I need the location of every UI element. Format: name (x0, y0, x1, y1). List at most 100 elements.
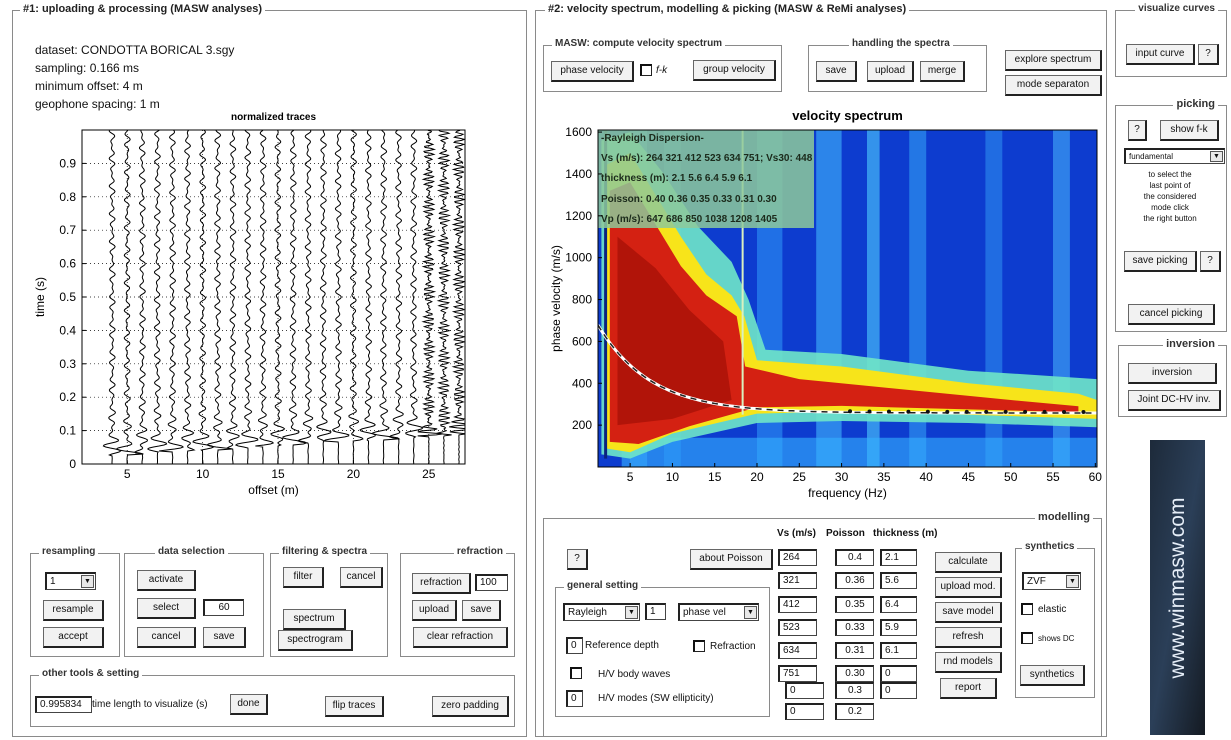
y-tick-label: 1000 (565, 251, 592, 265)
legend-text: Vs (m/s): 264 321 412 523 634 751; Vs30:… (601, 153, 813, 164)
picked-point (1081, 409, 1086, 414)
button[interactable]: zero padding (432, 696, 509, 717)
picked-point (906, 409, 911, 414)
button[interactable]: flip traces (325, 696, 384, 717)
text-field[interactable]: 412 (778, 596, 817, 613)
button[interactable]: upload mod. (935, 577, 1002, 598)
hint-text: last point of (1149, 181, 1191, 190)
button[interactable]: report (940, 678, 997, 699)
button[interactable]: explore spectrum (1005, 50, 1102, 71)
button[interactable]: Joint DC-HV inv. (1128, 390, 1221, 411)
seismic-trace (348, 130, 364, 464)
button[interactable]: spectrum (283, 609, 346, 630)
text-field[interactable]: 6.1 (880, 642, 917, 659)
select[interactable]: 1 ▼ (45, 572, 96, 590)
button[interactable]: save model (935, 602, 1002, 623)
button[interactable]: ? (1198, 44, 1219, 65)
y-tick-label: 1600 (565, 125, 592, 139)
text-field[interactable]: 5.6 (880, 572, 917, 589)
text-field[interactable]: 60 (203, 599, 244, 616)
label: Reference depth (585, 640, 659, 651)
text-field[interactable]: 751 (778, 665, 817, 682)
select[interactable]: phase vel ▼ (678, 603, 759, 621)
button[interactable]: inversion (1128, 363, 1217, 384)
text-field[interactable]: 0.4 (835, 549, 874, 566)
button[interactable]: refraction (412, 573, 471, 594)
picked-point (848, 409, 853, 414)
y-tick-label: 200 (572, 418, 592, 432)
button[interactable]: input curve (1126, 44, 1195, 65)
select[interactable]: ZVF ▼ (1022, 572, 1081, 590)
button[interactable]: cancel (137, 627, 196, 648)
button[interactable]: save (816, 61, 857, 82)
button[interactable]: cancel picking (1128, 304, 1215, 325)
checkbox[interactable] (1021, 603, 1033, 615)
text-field[interactable]: 0.2 (835, 703, 874, 720)
button[interactable]: resample (43, 600, 104, 621)
select[interactable]: Rayleigh ▼ (563, 603, 640, 621)
button[interactable]: ? (1128, 120, 1147, 141)
button[interactable]: accept (43, 627, 104, 648)
checkbox[interactable] (570, 667, 582, 679)
button[interactable]: refresh (935, 627, 1002, 648)
text-field[interactable]: 0 (785, 703, 824, 720)
y-tick-label: 0.5 (59, 290, 76, 304)
button[interactable]: save (462, 600, 501, 621)
button[interactable]: activate (137, 570, 196, 591)
text-field[interactable]: 100 (475, 574, 508, 591)
button[interactable]: about Poisson (690, 549, 773, 570)
text-field[interactable]: 0.33 (835, 619, 874, 636)
button[interactable]: synthetics (1020, 665, 1085, 686)
button[interactable]: group velocity (693, 60, 776, 81)
text-field[interactable]: 264 (778, 549, 817, 566)
button[interactable]: upload (867, 61, 914, 82)
model-curve (598, 324, 1097, 414)
picked-point (925, 409, 930, 414)
text-field[interactable]: 0 (785, 682, 824, 699)
y-axis-label: time (s) (33, 277, 47, 317)
text-field[interactable]: 0 (566, 690, 583, 707)
text-field[interactable]: 0.36 (835, 572, 874, 589)
text-field[interactable]: 523 (778, 619, 817, 636)
select[interactable]: fundamental ▼ (1124, 148, 1225, 164)
button[interactable]: ? (1200, 251, 1221, 272)
checkbox[interactable] (1021, 632, 1033, 644)
button[interactable]: done (230, 694, 268, 715)
seismic-trace (234, 130, 259, 464)
button[interactable]: merge (920, 61, 965, 82)
button[interactable]: calculate (935, 552, 1002, 573)
button[interactable]: cancel (340, 567, 383, 588)
button[interactable]: ? (567, 549, 588, 570)
button[interactable]: filter (283, 567, 324, 588)
text-field[interactable]: 0.35 (835, 596, 874, 613)
group-title: other tools & setting (39, 668, 143, 679)
button[interactable]: save (203, 627, 246, 648)
button[interactable]: upload (412, 600, 457, 621)
button[interactable]: mode separaton (1005, 75, 1102, 96)
checkbox[interactable] (693, 640, 705, 652)
button[interactable]: rnd models (935, 652, 1002, 673)
button[interactable]: phase velocity (551, 61, 634, 82)
text-field[interactable]: 634 (778, 642, 817, 659)
text-field[interactable]: 0.3 (835, 682, 874, 699)
text-field[interactable]: 0 (566, 637, 583, 654)
checkbox[interactable] (640, 64, 652, 76)
text-field[interactable]: 2.1 (880, 549, 917, 566)
dropdown-arrow: ▼ (744, 606, 757, 619)
button[interactable]: spectrogram (278, 630, 353, 651)
button[interactable]: show f-k (1160, 120, 1219, 141)
text-field[interactable]: 0.30 (835, 665, 874, 682)
button[interactable]: select (137, 598, 196, 619)
picked-point (1023, 409, 1028, 414)
text-field[interactable]: 1 (645, 603, 666, 620)
text-field[interactable]: 0 (880, 665, 917, 682)
text-field[interactable]: 321 (778, 572, 817, 589)
text-field[interactable]: 0.995834 (35, 696, 92, 713)
button[interactable]: clear refraction (413, 627, 508, 648)
text-field[interactable]: 6.4 (880, 596, 917, 613)
x-axis-label: frequency (Hz) (808, 486, 887, 500)
button[interactable]: save picking (1124, 251, 1197, 272)
text-field[interactable]: 5.9 (880, 619, 917, 636)
text-field[interactable]: 0.31 (835, 642, 874, 659)
text-field[interactable]: 0 (880, 682, 917, 699)
